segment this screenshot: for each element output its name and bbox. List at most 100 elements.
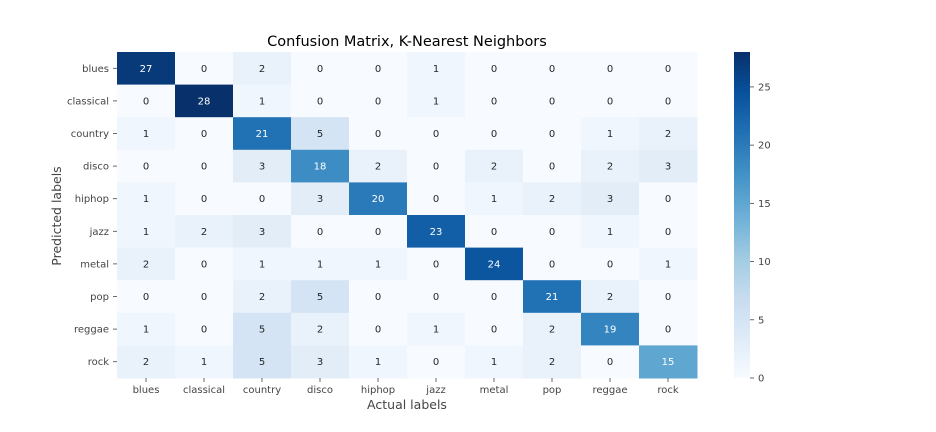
heatmap-cell <box>407 182 466 216</box>
cell-value-label: 0 <box>665 96 671 107</box>
cell-value-label: 0 <box>665 64 671 75</box>
cell-value-label: 0 <box>607 259 613 270</box>
heatmap-cell <box>639 215 698 249</box>
cell-value-label: 0 <box>491 129 497 140</box>
y-tick-label: country <box>71 129 109 140</box>
heatmap-cell <box>465 345 524 379</box>
cell-value-label: 0 <box>375 227 381 238</box>
heatmap-cell <box>639 52 698 86</box>
cell-value-label: 1 <box>491 194 497 205</box>
cell-value-label: 0 <box>143 96 149 107</box>
heatmap-cell <box>407 149 466 183</box>
cell-value-label: 0 <box>549 259 555 270</box>
heatmap-cell <box>407 247 466 281</box>
cell-value-label: 1 <box>375 357 381 368</box>
x-tick-label: metal <box>480 385 509 396</box>
colorbar-tick-label: 10 <box>758 257 771 268</box>
x-tick-label: rock <box>657 385 679 396</box>
heatmap-cell <box>407 52 466 86</box>
x-tick-label: classical <box>183 385 225 396</box>
cell-value-label: 21 <box>256 129 269 140</box>
cell-value-label: 0 <box>491 227 497 238</box>
heatmap-cell <box>523 215 582 249</box>
cell-value-label: 3 <box>259 162 265 173</box>
y-tick-labels: blues classical country disco hiphop jazz meta… <box>67 64 117 368</box>
heatmap-cell <box>233 312 292 346</box>
y-tick-label: reggae <box>74 325 109 336</box>
heatmap-cell <box>349 247 408 281</box>
cell-value-label: 0 <box>433 129 439 140</box>
cell-value-label: 0 <box>375 292 381 303</box>
heatmap-cell <box>233 182 292 216</box>
cell-value-label: 5 <box>317 129 323 140</box>
cell-value-label: 27 <box>140 64 153 75</box>
heatmap-cell <box>349 117 408 151</box>
heatmap-cell <box>465 52 524 86</box>
heatmap-cell <box>175 345 234 379</box>
cell-value-label: 2 <box>549 194 555 205</box>
heatmap-cell <box>581 52 640 86</box>
heatmap-cell <box>117 52 176 86</box>
heatmap-cell <box>465 84 524 118</box>
heatmap-cell <box>175 52 234 86</box>
cell-value-label: 0 <box>549 162 555 173</box>
heatmap-cell <box>639 247 698 281</box>
cell-value-label: 0 <box>201 64 207 75</box>
heatmap-cell <box>581 149 640 183</box>
heatmap-cell <box>407 117 466 151</box>
heatmap-cell <box>291 149 350 183</box>
heatmap-cell <box>349 149 408 183</box>
cell-value-label: 1 <box>143 227 149 238</box>
cell-value-label: 0 <box>607 96 613 107</box>
cell-value-label: 0 <box>201 259 207 270</box>
cell-value-label: 1 <box>259 96 265 107</box>
heatmap-cell <box>349 182 408 216</box>
cell-value-label: 2 <box>201 227 207 238</box>
heatmap-cell <box>581 280 640 314</box>
cell-value-label: 0 <box>549 227 555 238</box>
x-tick-label: country <box>243 385 281 396</box>
cell-value-label: 0 <box>375 129 381 140</box>
cell-value-label: 0 <box>317 64 323 75</box>
cell-value-label: 0 <box>491 325 497 336</box>
cell-value-label: 1 <box>143 194 149 205</box>
cell-value-label: 0 <box>201 292 207 303</box>
cell-value-label: 1 <box>607 129 613 140</box>
heatmap-cell <box>465 117 524 151</box>
cell-value-label: 19 <box>604 325 617 336</box>
cell-value-label: 18 <box>314 162 327 173</box>
heatmap-cell <box>639 117 698 151</box>
heatmap-cell <box>233 215 292 249</box>
heatmap-cell <box>349 280 408 314</box>
cell-value-label: 1 <box>201 357 207 368</box>
y-tick-label: metal <box>80 259 109 270</box>
heatmap-cell <box>291 247 350 281</box>
chart-title: Confusion Matrix, K-Nearest Neighbors <box>267 34 547 50</box>
cell-value-label: 2 <box>607 162 613 173</box>
heatmap-cell <box>639 149 698 183</box>
heatmap-cell <box>465 149 524 183</box>
heatmap-cell <box>291 52 350 86</box>
heatmap-cell <box>523 52 582 86</box>
cell-value-label: 0 <box>201 162 207 173</box>
y-tick-label: pop <box>90 292 109 303</box>
heatmap-cell <box>117 182 176 216</box>
cell-value-label: 2 <box>143 357 149 368</box>
heatmap-cell <box>117 117 176 151</box>
cell-value-label: 2 <box>665 129 671 140</box>
cell-value-label: 2 <box>259 292 265 303</box>
cell-value-label: 0 <box>375 96 381 107</box>
colorbar-tick-label: 0 <box>758 374 764 385</box>
cell-value-label: 1 <box>433 96 439 107</box>
y-tick-label: rock <box>88 357 110 368</box>
cell-value-label: 2 <box>607 292 613 303</box>
heatmap-cell <box>175 280 234 314</box>
cell-value-label: 0 <box>491 64 497 75</box>
heatmap-cell <box>581 345 640 379</box>
cell-value-label: 5 <box>317 292 323 303</box>
x-axis-label: Actual labels <box>367 397 447 412</box>
x-tick-label: reggae <box>592 385 627 396</box>
cell-value-label: 0 <box>607 64 613 75</box>
cell-value-label: 20 <box>372 194 385 205</box>
cell-value-label: 0 <box>201 325 207 336</box>
